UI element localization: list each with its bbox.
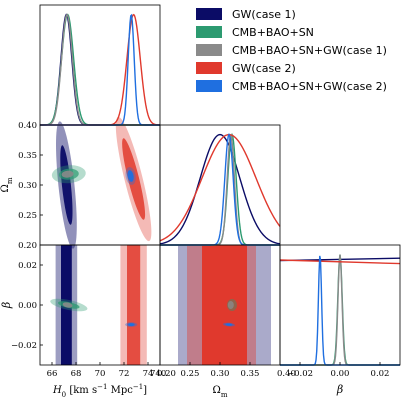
tick-h0-0: 66 [47,369,58,379]
ylabel-beta: β [0,302,13,309]
legend-label-2: CMB+BAO+SN+GW(case 1) [232,44,387,57]
contour-om-cmbgw2-1sigma [225,323,233,326]
xlabel-h0: H0 [km s−1 Mpc−1] [52,383,147,399]
marginal-beta-line-4 [280,255,400,366]
axes-layer: 66 68 70 72 74 0.25 0.30 0.35 −0.02 0.00 0.02 0.20 0… [0,4,401,399]
tick-om-0: 0.25 [181,369,200,379]
contour-gw1-1sigma [60,145,73,225]
legend-label-1: CMB+BAO+SN [232,26,314,39]
tick-om-left: 0.20 [157,369,176,379]
legend-swatch-0 [196,8,222,20]
ytick-om-2: 0.30 [18,181,37,191]
marginal-Om-line-2 [160,133,280,246]
contour-cmbgw1-beta [62,302,73,308]
legend-label-4: CMB+BAO+SN+GW(case 2) [232,80,387,93]
band-gw2-1sigma [127,245,141,365]
contour-cmbgw2-1sigma [127,170,134,182]
ytick-om-0: 0.20 [18,241,37,251]
tick-beta-2: 0.02 [371,369,390,379]
tick-h0-2: 70 [95,369,106,379]
ytick-om-3: 0.35 [18,151,37,161]
legend-label-0: GW(case 1) [232,8,296,21]
legend: GW(case 1) CMB+BAO+SN CMB+BAO+SN+GW(case 1… [196,8,387,93]
ylabel-om: Ωm [0,177,14,192]
legend-swatch-3 [196,62,222,74]
xlabel-om: Ωm [213,385,228,399]
marginal-H0-line-3 [40,13,161,126]
marginal-Om-line-0 [159,133,281,245]
tick-h0-1: 68 [71,369,82,379]
xlabel-beta: β [336,383,343,396]
tick-h0-3: 72 [119,369,130,379]
legend-swatch-4 [196,80,222,92]
marginal-Om-line-4 [160,132,280,246]
tick-h0-4: 74 [143,369,154,379]
contour-cmbgw2-beta-1sigma [127,323,135,327]
contour-cmbgw1 [61,170,74,178]
tick-beta-1: 0.00 [331,369,350,379]
tick-om-1: 0.30 [211,369,230,379]
ytick-om-4: 0.40 [18,121,37,131]
panel-frame-0 [39,4,161,126]
legend-swatch-1 [196,26,222,38]
ytick-om-1: 0.25 [18,211,37,221]
tick-om-2: 0.35 [241,369,260,379]
marginal-beta-line-1 [280,254,400,366]
ytick-beta-1: 0.00 [18,301,37,311]
tick-h0-right: 740 [150,369,166,379]
tick-beta-left: 0.40 [277,369,296,379]
ytick-beta-0: −0.02 [11,341,37,351]
legend-label-3: GW(case 2) [232,62,296,75]
contour-layer [40,13,401,366]
marginal-Om-line-3 [159,133,281,242]
ytick-beta-2: 0.02 [18,261,37,271]
tick-beta-0: −0.02 [287,369,313,379]
contour-om-cmbgw1 [227,301,234,309]
band-om-gw2-1sigma [202,245,247,365]
marginal-Om-line-1 [160,132,280,246]
marginal-beta-line-3 [279,259,401,265]
legend-swatch-2 [196,44,222,56]
marginal-beta-line-2 [280,254,400,366]
